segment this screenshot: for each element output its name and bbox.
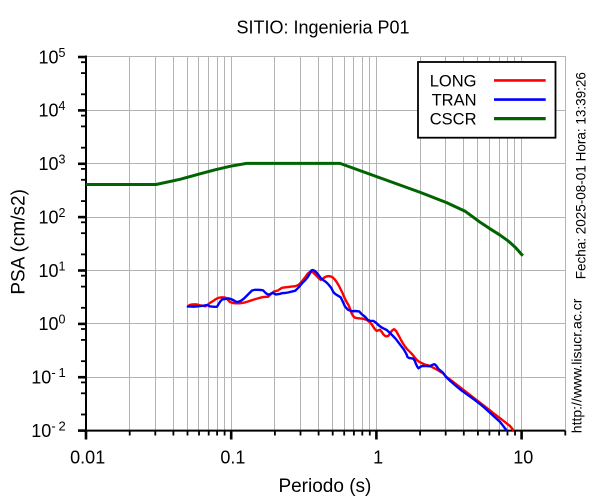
svg-text:http://www.lisucr.ac.cr: http://www.lisucr.ac.cr: [569, 298, 585, 433]
svg-text:10: 10: [513, 447, 533, 467]
svg-text:1: 1: [373, 447, 383, 467]
svg-text:Fecha: 2025-08-01 Hora: 13:39:: Fecha: 2025-08-01 Hora: 13:39:26: [574, 72, 589, 279]
svg-text:SITIO: Ingenieria P01: SITIO: Ingenieria P01: [236, 17, 409, 37]
svg-text:TRAN: TRAN: [432, 92, 477, 110]
svg-text:0.1: 0.1: [220, 447, 245, 467]
svg-text:CSCR: CSCR: [430, 111, 477, 129]
svg-text:LONG: LONG: [430, 72, 477, 90]
svg-text:Periodo (s): Periodo (s): [278, 476, 371, 497]
svg-text:0.01: 0.01: [70, 447, 105, 467]
svg-text:PSA (cm/s2): PSA (cm/s2): [9, 189, 30, 295]
